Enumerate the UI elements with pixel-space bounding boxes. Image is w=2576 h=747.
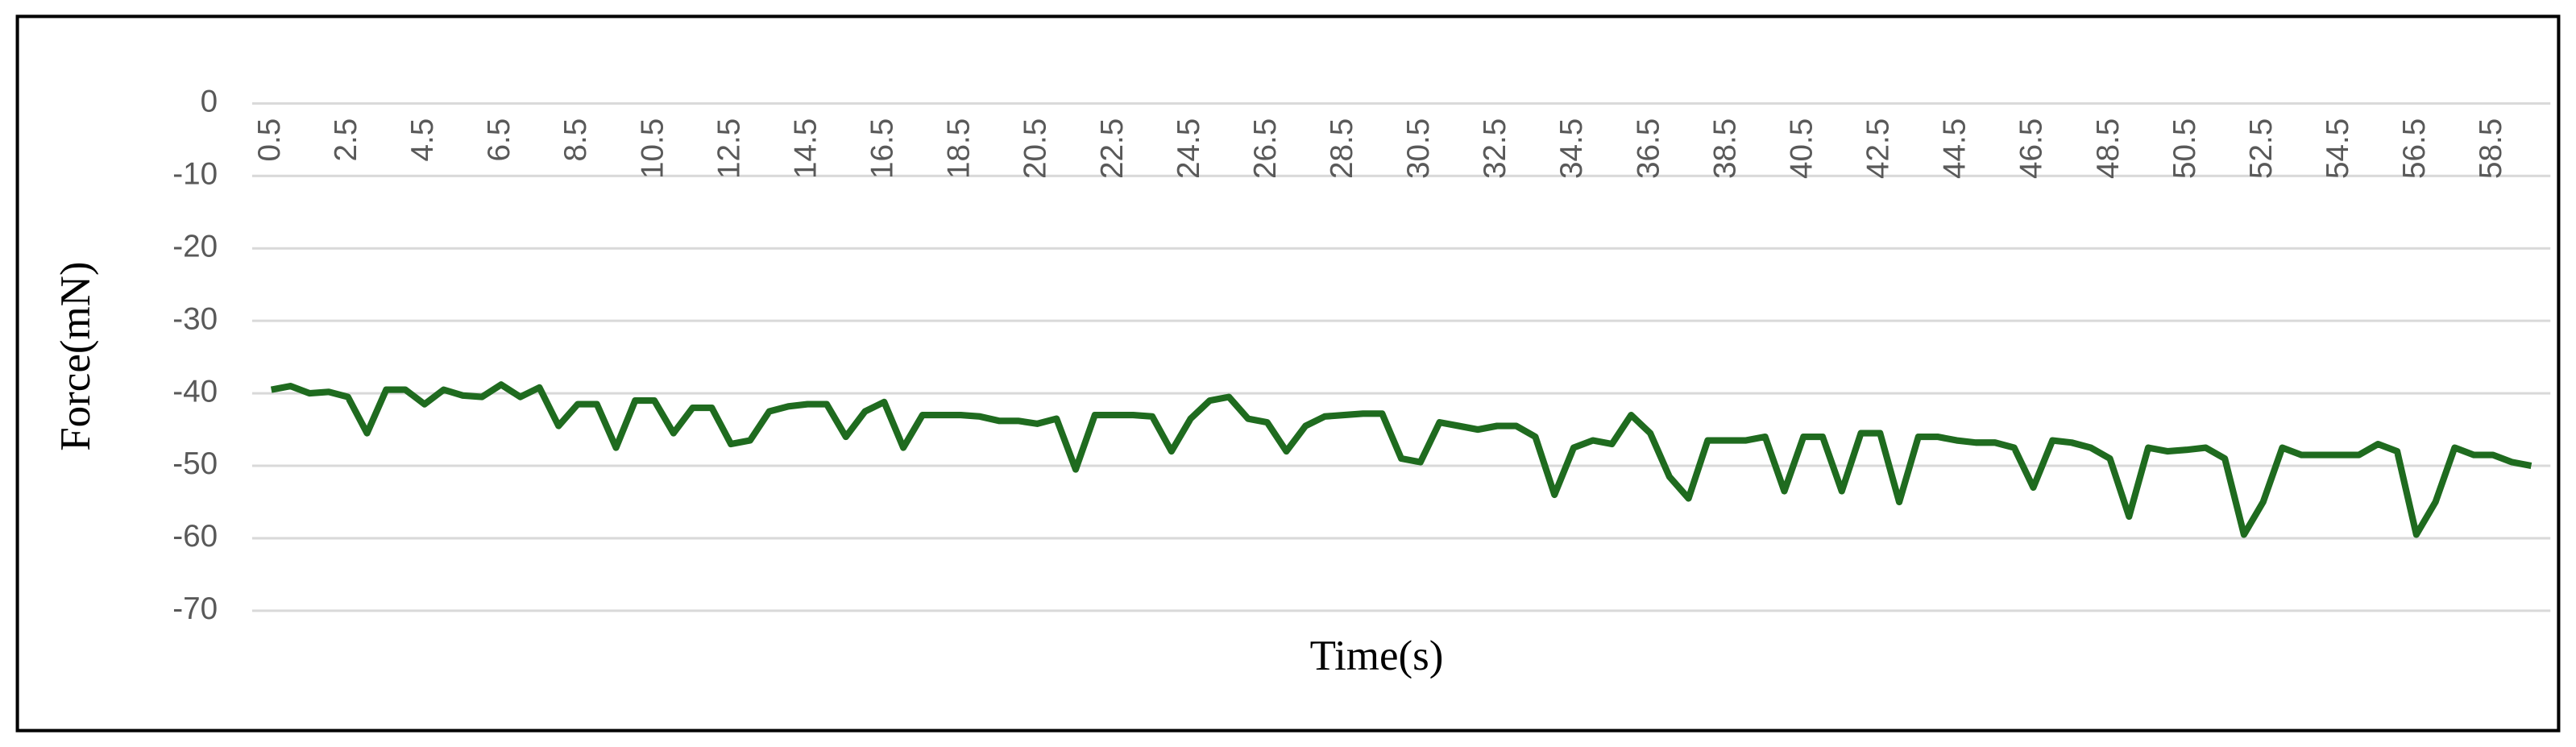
x-tick-label: 40.5	[1784, 118, 1819, 179]
x-tick-label: 14.5	[788, 118, 823, 179]
x-tick-label: 18.5	[942, 118, 977, 179]
x-tick-label: 16.5	[865, 118, 900, 179]
y-tick-label: -10	[172, 157, 218, 192]
x-tick-label: 22.5	[1095, 118, 1130, 179]
x-tick-label: 12.5	[711, 118, 746, 179]
data-line	[270, 381, 2532, 538]
x-tick-label: 0.5	[252, 118, 287, 162]
y-tick-label: -40	[172, 374, 218, 409]
x-tick-label: 42.5	[1861, 118, 1896, 179]
y-axis-title: Force(mN)	[52, 261, 99, 450]
x-tick-label: 10.5	[635, 118, 670, 179]
x-tick-label: 20.5	[1018, 118, 1053, 179]
y-tick-label: -60	[172, 519, 218, 554]
x-tick-label: 26.5	[1248, 118, 1283, 179]
x-tick-label: 46.5	[2014, 118, 2049, 179]
y-tick-label: -30	[172, 301, 218, 336]
x-tick-label: 54.5	[2321, 118, 2355, 179]
x-tick-label: 4.5	[405, 118, 440, 162]
x-tick-label: 28.5	[1325, 118, 1359, 179]
x-tick-label: 2.5	[329, 118, 363, 162]
x-tick-label: 52.5	[2244, 118, 2279, 179]
x-tick-label: 30.5	[1401, 118, 1436, 179]
y-tick-label: -20	[172, 229, 218, 264]
x-tick-label: 34.5	[1554, 118, 1589, 179]
x-tick-label: 8.5	[558, 118, 593, 162]
x-tick-label: 36.5	[1631, 118, 1665, 179]
y-tick-label: -70	[172, 591, 218, 626]
x-tick-label: 56.5	[2397, 118, 2432, 179]
y-tick-label: 0	[201, 85, 218, 119]
x-tick-label: 32.5	[1478, 118, 1512, 179]
x-axis-title: Time(s)	[1310, 633, 1444, 679]
y-tick-label: -50	[172, 446, 218, 481]
x-tick-label: 44.5	[1938, 118, 1972, 179]
x-tick-label: 6.5	[482, 118, 516, 162]
x-tick-label: 48.5	[2091, 118, 2126, 179]
x-tick-label: 24.5	[1172, 118, 1206, 179]
x-tick-label: 38.5	[1707, 118, 1742, 179]
x-tick-label: 58.5	[2474, 118, 2508, 179]
x-tick-label: 50.5	[2167, 118, 2202, 179]
